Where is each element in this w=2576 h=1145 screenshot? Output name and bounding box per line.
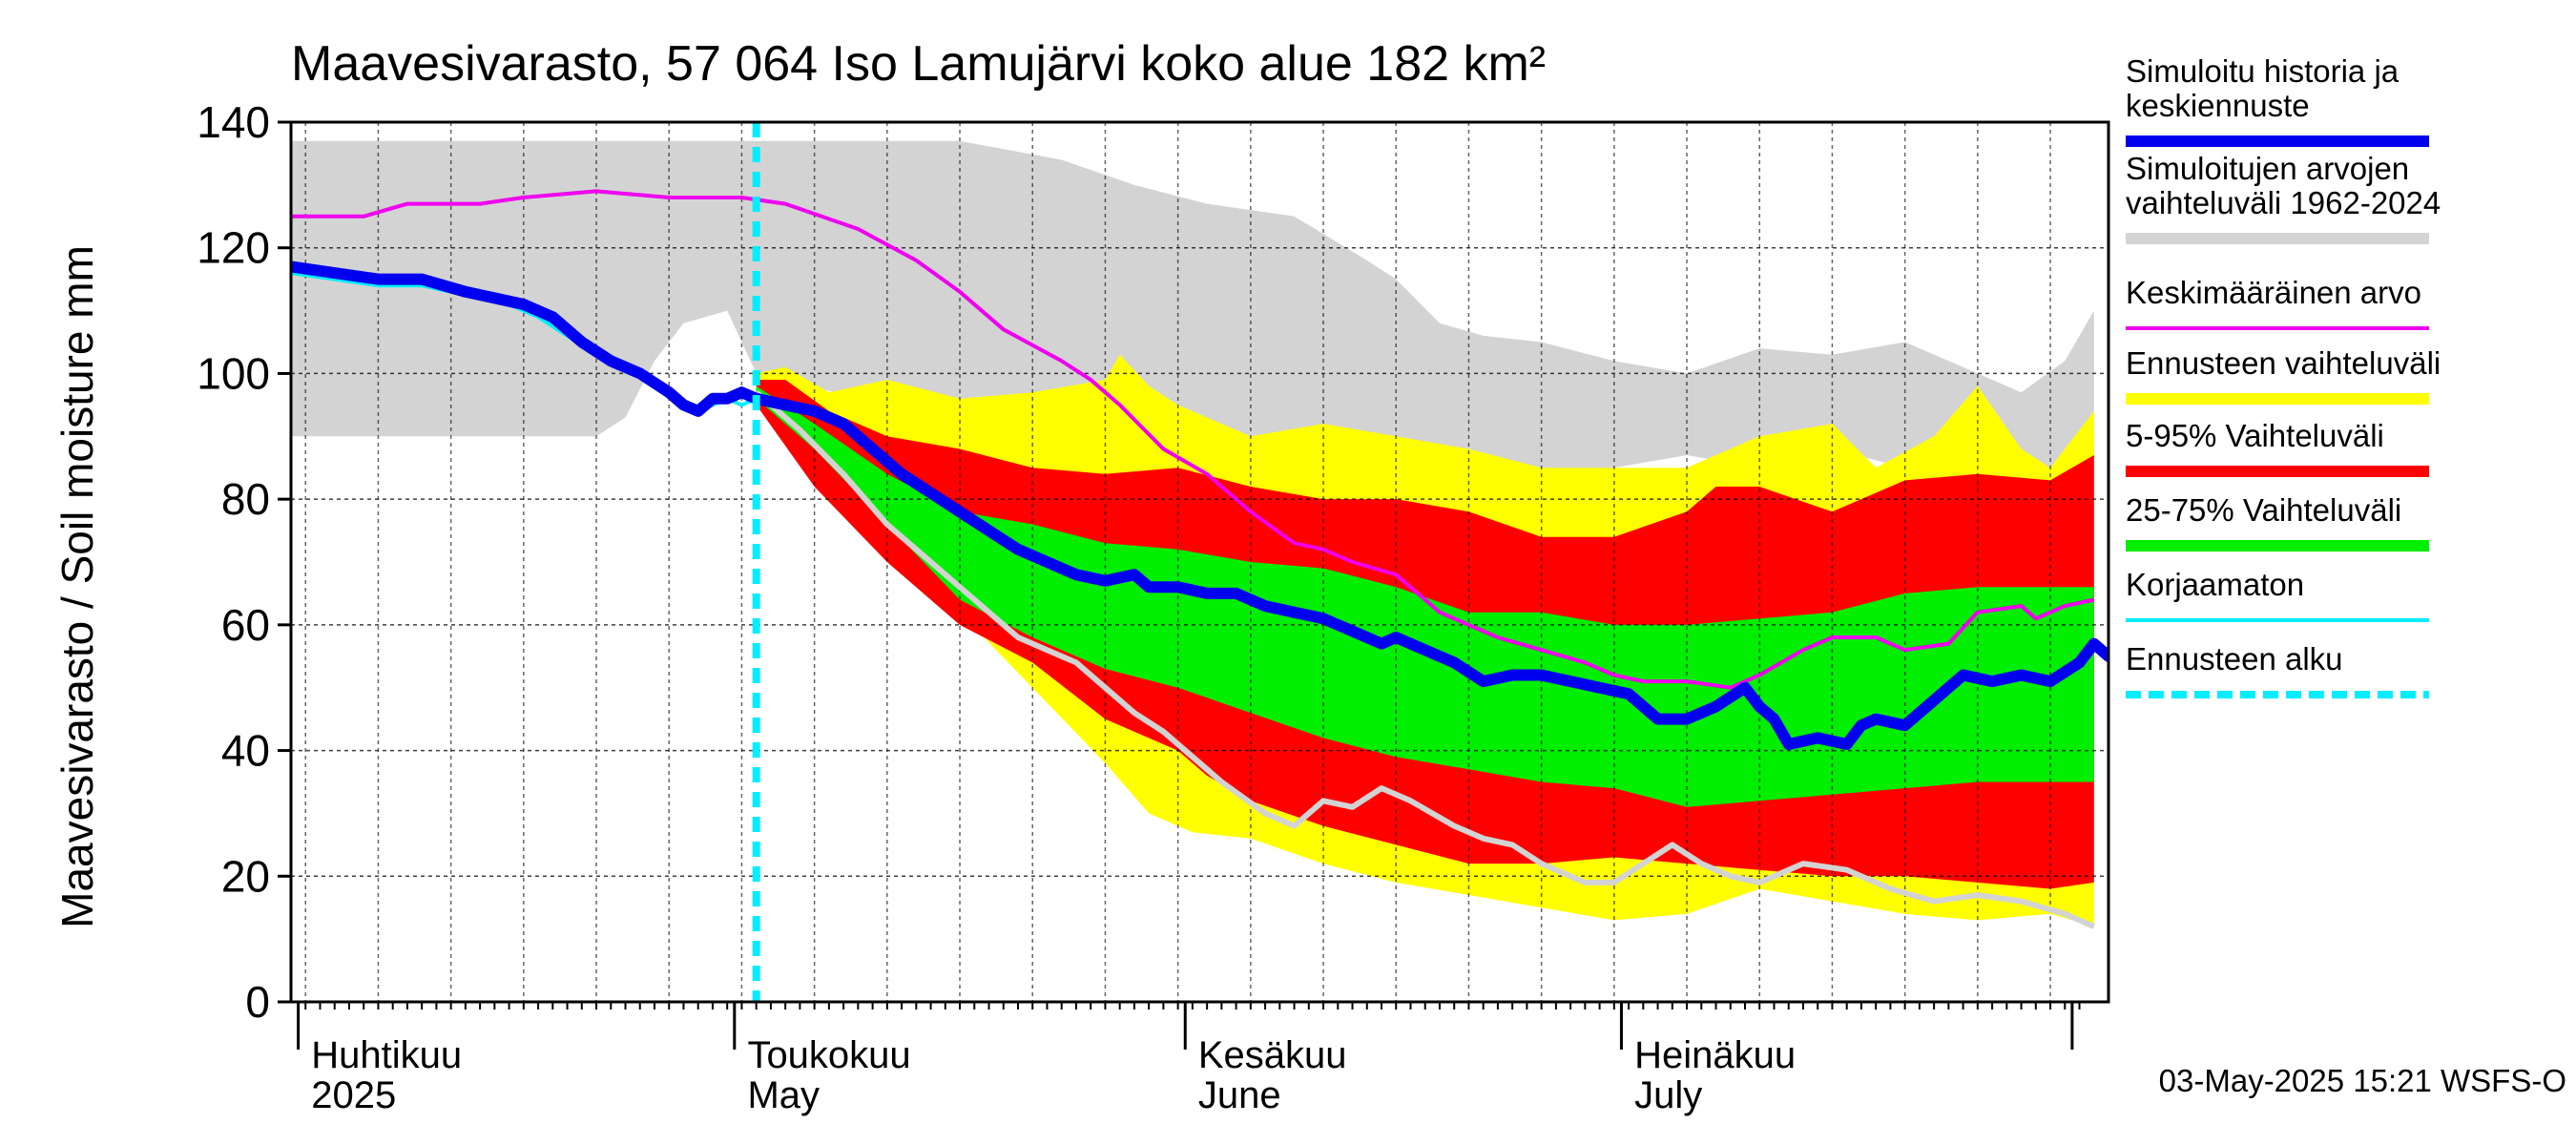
simulated-line — [291, 260, 2109, 750]
x-month-label: Kesäkuu — [1198, 1034, 1347, 1076]
legend-label: Keskimääräinen arvo — [2126, 275, 2421, 310]
y-tick-label: 20 — [221, 851, 270, 901]
y-tick-label: 120 — [197, 223, 270, 273]
legend-label: Korjaamaton — [2126, 567, 2304, 602]
legend-entry: 5-95% Vaihteluväli — [2126, 418, 2429, 477]
legend-entry: Keskimääräinen arvo — [2126, 275, 2429, 330]
legend: Simuloitu historia jakeskiennusteSimuloi… — [2126, 53, 2441, 698]
legend-entry: Korjaamaton — [2126, 567, 2429, 622]
plot-area — [291, 122, 2109, 1002]
y-tick-label: 0 — [245, 977, 270, 1027]
legend-entry: 25-75% Vaihteluväli — [2126, 492, 2429, 552]
legend-label: 5-95% Vaihteluväli — [2126, 418, 2384, 453]
grey-line — [754, 389, 2095, 929]
x-month-label: Huhtikuu — [311, 1034, 462, 1076]
legend-label: Ennusteen vaihteluväli — [2126, 345, 2441, 381]
x-month-sublabel: 2025 — [311, 1074, 396, 1116]
legend-label: vaihteluväli 1962-2024 — [2126, 185, 2441, 220]
plot-frame — [289, 120, 2110, 1004]
y-tick-label: 100 — [197, 348, 270, 398]
mean-line — [291, 189, 2095, 690]
x-month-label: Heinäkuu — [1634, 1034, 1796, 1076]
legend-label: 25-75% Vaihteluväli — [2126, 492, 2401, 528]
x-month-sublabel: June — [1198, 1074, 1281, 1116]
x-month-label: Toukokuu — [747, 1034, 910, 1076]
y-tick-label: 140 — [197, 97, 270, 147]
legend-entry: Ennusteen alku — [2126, 641, 2429, 698]
x-month-sublabel: May — [747, 1074, 820, 1116]
plot-inner — [291, 122, 2109, 1002]
chart-title: Maavesivarasto, 57 064 Iso Lamujärvi kok… — [291, 36, 1546, 92]
legend-label: Ennusteen alku — [2126, 641, 2343, 677]
x-month-sublabel: July — [1634, 1074, 1702, 1116]
history-range-band — [291, 140, 2094, 481]
y-axis-label: Maavesivarasto / Soil moisture mm — [52, 245, 102, 928]
timestamp-footer: 03-May-2025 15:21 WSFS-O — [2159, 1063, 2566, 1098]
y-tick-label: 80 — [221, 474, 270, 524]
legend-label: Simuloitu historia ja — [2126, 53, 2399, 89]
legend-label: Simuloitujen arvojen — [2126, 151, 2409, 186]
legend-entry: Ennusteen vaihteluväli — [2126, 345, 2441, 405]
legend-label: keskiennuste — [2126, 88, 2310, 123]
y-tick-label: 40 — [221, 726, 270, 776]
y-tick-label: 60 — [221, 600, 270, 650]
